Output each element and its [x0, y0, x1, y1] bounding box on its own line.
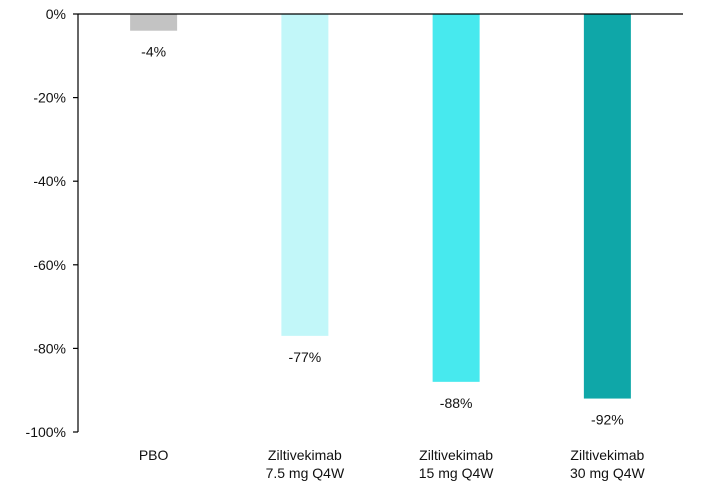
bar-value-label: -92% [591, 412, 624, 428]
bar [281, 14, 329, 336]
y-axis-ticks: 0% -20% -40% -60% -80% -100% [26, 6, 78, 440]
bar [130, 14, 178, 31]
bar [583, 14, 631, 399]
category-label: Ziltivekimab [268, 447, 342, 463]
category-label: 30 mg Q4W [570, 465, 645, 481]
x-axis-category-labels: PBO Ziltivekimab 7.5 mg Q4W Ziltivekimab 15 … [139, 447, 646, 481]
y-tick-label: -40% [33, 173, 66, 189]
bar-value-label: -77% [289, 349, 322, 365]
y-tick-label: 0% [46, 6, 66, 22]
y-tick-label: -20% [33, 90, 66, 106]
data-labels: -4% -77% -88% -92% [141, 44, 624, 428]
bar-value-label: -88% [440, 395, 473, 411]
category-label: Ziltivekimab [419, 447, 493, 463]
category-label: 15 mg Q4W [419, 465, 494, 481]
bars [130, 14, 631, 399]
category-label: 7.5 mg Q4W [266, 465, 345, 481]
category-label: Ziltivekimab [570, 447, 644, 463]
bar [432, 14, 480, 382]
y-tick-label: -80% [33, 340, 66, 356]
y-tick-label: -60% [33, 257, 66, 273]
y-tick-label: -100% [26, 424, 66, 440]
category-label: PBO [139, 447, 169, 463]
bar-value-label: -4% [141, 44, 166, 60]
